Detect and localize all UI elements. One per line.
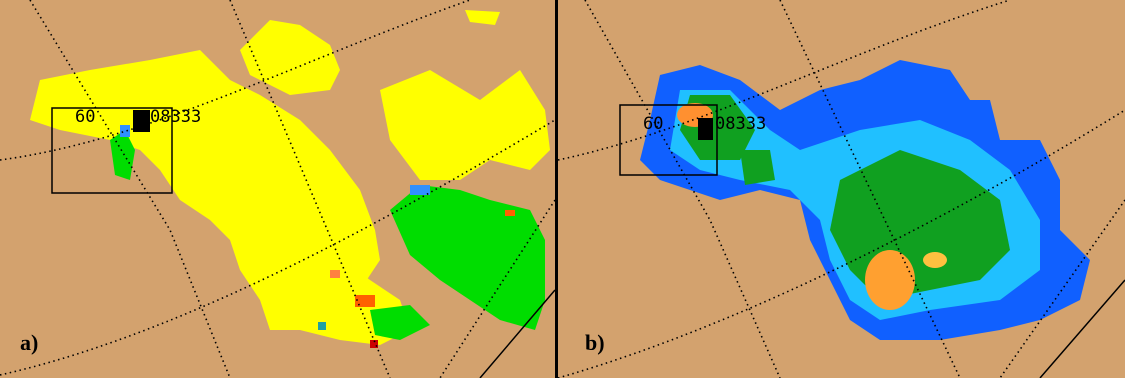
station-marker — [133, 110, 150, 132]
range-label: 60 — [75, 107, 95, 127]
panel-label: b) — [585, 330, 605, 355]
panel-b: 60 08333 b) — [558, 0, 1125, 378]
station-marker — [698, 118, 713, 140]
radar-figure: 60 08333 a) 60 08333 b) — [0, 0, 1125, 378]
separator — [555, 0, 558, 378]
station-label: 08333 — [715, 114, 766, 134]
panel-label: a) — [20, 330, 38, 355]
station-label: 08333 — [150, 107, 201, 127]
panel-a: 60 08333 a) — [0, 0, 555, 378]
range-label: 60 — [643, 114, 663, 134]
